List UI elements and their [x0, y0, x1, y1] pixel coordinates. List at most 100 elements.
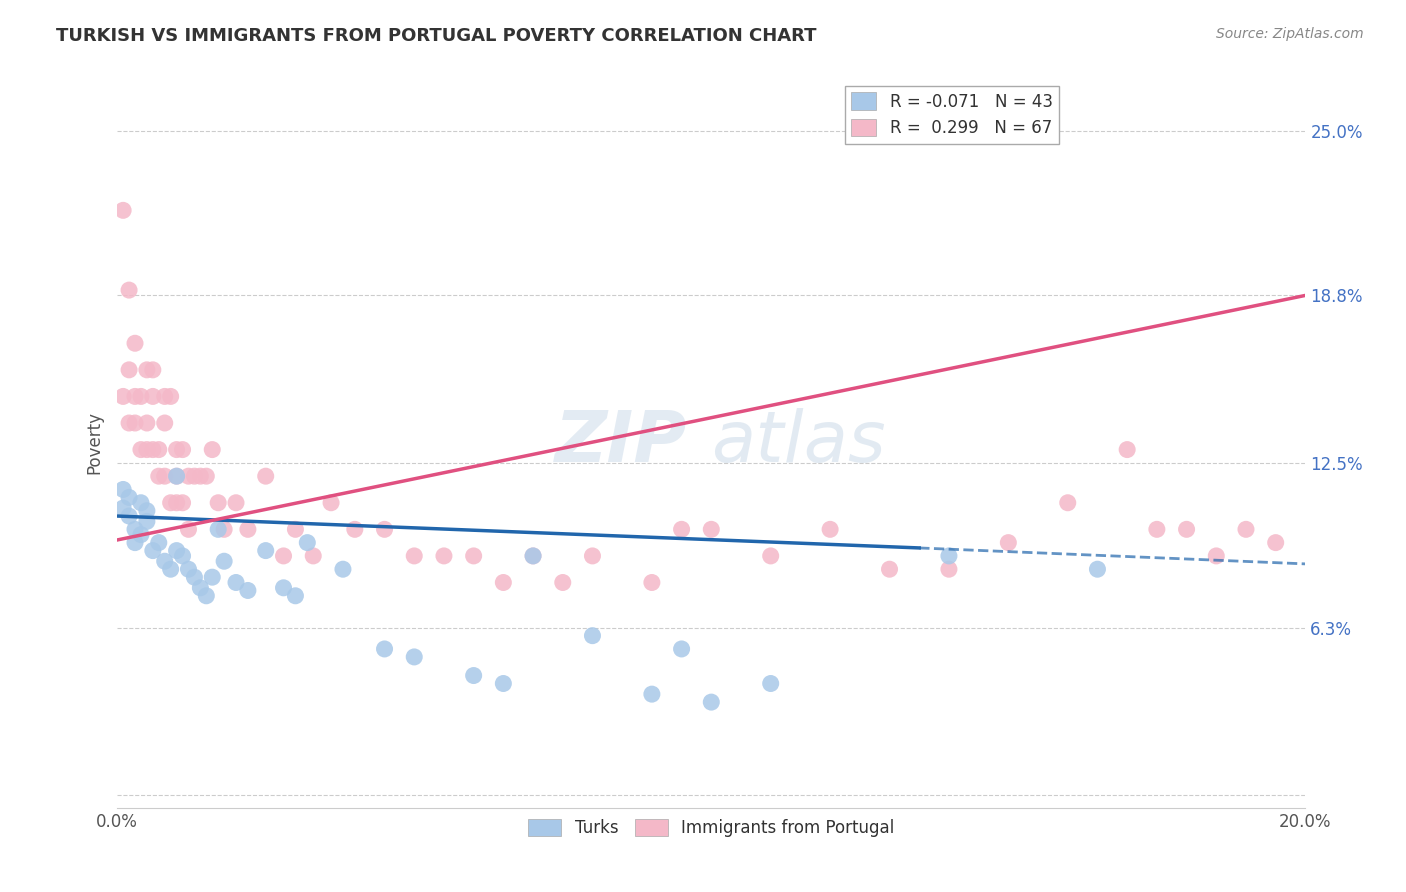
Point: [129, 527, 152, 541]
Point: [159, 562, 181, 576]
Point: [700, 522, 723, 536]
Point: [172, 442, 194, 457]
Point: [1264, 535, 1286, 549]
Text: atlas: atlas: [711, 409, 886, 477]
Point: [190, 581, 212, 595]
Point: [319, 496, 342, 510]
Point: [1087, 562, 1109, 576]
Point: [236, 522, 259, 536]
Point: [225, 496, 247, 510]
Point: [551, 575, 574, 590]
Point: [118, 491, 141, 505]
Point: [148, 469, 170, 483]
Point: [818, 522, 841, 536]
Point: [492, 575, 515, 590]
Point: [463, 549, 485, 563]
Point: [124, 416, 146, 430]
Point: [581, 549, 603, 563]
Point: [153, 554, 176, 568]
Point: [433, 549, 456, 563]
Point: [195, 469, 218, 483]
Point: [142, 389, 165, 403]
Point: [332, 562, 354, 576]
Point: [124, 522, 146, 536]
Point: [166, 543, 188, 558]
Point: [124, 336, 146, 351]
Point: [938, 562, 960, 576]
Point: [112, 501, 135, 516]
Y-axis label: Poverty: Poverty: [86, 411, 103, 475]
Point: [177, 562, 200, 576]
Point: [172, 549, 194, 563]
Point: [284, 522, 307, 536]
Point: [118, 509, 141, 524]
Point: [759, 549, 782, 563]
Point: [129, 442, 152, 457]
Point: [212, 522, 235, 536]
Point: [201, 442, 224, 457]
Point: [284, 589, 307, 603]
Point: [522, 549, 544, 563]
Point: [118, 283, 141, 297]
Point: [153, 389, 176, 403]
Point: [190, 469, 212, 483]
Point: [1116, 442, 1139, 457]
Point: [135, 504, 157, 518]
Point: [112, 203, 135, 218]
Point: [159, 496, 181, 510]
Point: [118, 363, 141, 377]
Point: [166, 469, 188, 483]
Point: [997, 535, 1019, 549]
Point: [404, 549, 426, 563]
Point: [343, 522, 366, 536]
Point: [207, 522, 229, 536]
Point: [172, 496, 194, 510]
Point: [254, 543, 277, 558]
Point: [302, 549, 325, 563]
Point: [135, 514, 157, 528]
Point: [177, 522, 200, 536]
Point: [671, 642, 693, 657]
Point: [183, 570, 205, 584]
Point: [135, 442, 157, 457]
Point: [1175, 522, 1198, 536]
Point: [641, 575, 664, 590]
Point: [129, 389, 152, 403]
Point: [492, 676, 515, 690]
Point: [112, 389, 135, 403]
Point: [124, 389, 146, 403]
Point: [212, 554, 235, 568]
Point: [938, 549, 960, 563]
Point: [273, 549, 295, 563]
Point: [112, 483, 135, 497]
Point: [142, 363, 165, 377]
Point: [148, 442, 170, 457]
Point: [759, 676, 782, 690]
Point: [463, 668, 485, 682]
Point: [166, 469, 188, 483]
Point: [207, 496, 229, 510]
Point: [153, 416, 176, 430]
Point: [404, 649, 426, 664]
Point: [273, 581, 295, 595]
Point: [142, 442, 165, 457]
Point: [225, 575, 247, 590]
Text: ZIP: ZIP: [555, 409, 688, 477]
Point: [671, 522, 693, 536]
Point: [148, 535, 170, 549]
Point: [373, 522, 395, 536]
Point: [879, 562, 901, 576]
Point: [254, 469, 277, 483]
Point: [201, 570, 224, 584]
Point: [297, 535, 319, 549]
Point: [1205, 549, 1227, 563]
Point: [166, 496, 188, 510]
Legend: Turks, Immigrants from Portugal: Turks, Immigrants from Portugal: [522, 813, 901, 844]
Point: [124, 535, 146, 549]
Text: Source: ZipAtlas.com: Source: ZipAtlas.com: [1216, 27, 1364, 41]
Point: [195, 589, 218, 603]
Text: TURKISH VS IMMIGRANTS FROM PORTUGAL POVERTY CORRELATION CHART: TURKISH VS IMMIGRANTS FROM PORTUGAL POVE…: [56, 27, 817, 45]
Point: [1146, 522, 1168, 536]
Point: [177, 469, 200, 483]
Point: [166, 442, 188, 457]
